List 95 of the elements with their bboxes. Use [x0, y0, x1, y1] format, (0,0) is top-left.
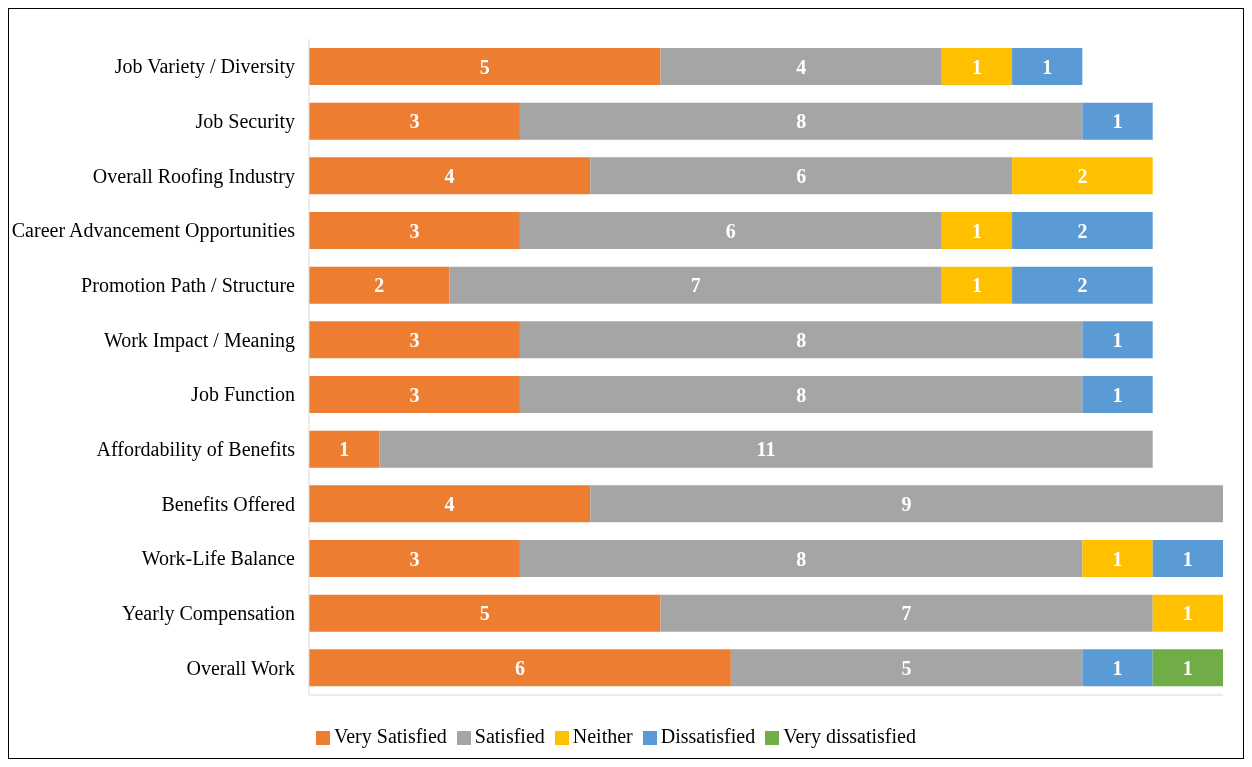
- data-label: 6: [514, 656, 525, 679]
- data-label: 5: [479, 602, 490, 625]
- bar: [309, 266, 450, 304]
- bar: [309, 157, 591, 195]
- data-label: 3: [409, 110, 420, 133]
- data-label: 1: [1112, 328, 1123, 351]
- bar: [309, 48, 661, 85]
- bar: [309, 430, 380, 468]
- data-label: 1: [971, 55, 982, 78]
- data-label: 8: [796, 383, 807, 406]
- bar: [1152, 649, 1223, 687]
- data-label: 4: [796, 55, 807, 78]
- data-label: 1: [1182, 602, 1193, 625]
- y-tick-label: Overall Work: [186, 656, 295, 679]
- data-label: 1: [1112, 656, 1123, 679]
- y-tick-label: Work Impact / Meaning: [103, 328, 295, 352]
- bar: [1082, 102, 1153, 140]
- data-label: 8: [796, 547, 807, 570]
- bar: [309, 540, 520, 577]
- y-tick-label: Job Variety / Diversity: [114, 55, 295, 79]
- data-label: 3: [409, 383, 420, 406]
- bar: [660, 48, 942, 85]
- data-label: 6: [725, 219, 736, 242]
- data-label: 4: [444, 164, 455, 187]
- data-label: 3: [409, 547, 420, 570]
- data-label: 7: [690, 274, 701, 297]
- bar: [1012, 48, 1083, 85]
- y-tick-label: Benefits Offered: [161, 492, 295, 515]
- data-label: 1: [1042, 55, 1053, 78]
- data-label: 1: [1112, 110, 1123, 133]
- bar: [590, 157, 1013, 195]
- data-label: 6: [796, 164, 807, 187]
- data-label: 8: [796, 328, 807, 351]
- bar: [309, 649, 731, 687]
- data-label: 3: [409, 219, 420, 242]
- legend-label: Dissatisfied: [660, 725, 756, 747]
- bar: [1012, 212, 1153, 249]
- data-label: 2: [374, 274, 385, 297]
- y-tick-label: Work-Life Balance: [141, 547, 296, 570]
- legend-label: Satisfied: [474, 725, 545, 747]
- bar: [309, 376, 520, 413]
- bar: [519, 540, 1083, 577]
- data-label: 2: [1077, 164, 1088, 187]
- legend-label: Very Satisfied: [334, 725, 447, 747]
- y-tick-label: Overall Roofing Industry: [92, 164, 295, 188]
- data-label: 1: [971, 274, 982, 297]
- legend-label: Very dissatisfied: [783, 725, 916, 747]
- data-label: 1: [1112, 383, 1123, 406]
- bar: [309, 321, 520, 359]
- y-tick-label: Career Advancement Opportunities: [11, 219, 296, 243]
- bar: [1082, 540, 1153, 577]
- bar: [519, 376, 1083, 413]
- data-label: 9: [901, 492, 912, 515]
- data-label: 2: [1077, 219, 1088, 242]
- data-label: 8: [796, 110, 807, 133]
- y-tick-label: Promotion Path / Structure: [81, 274, 296, 297]
- y-tick-label: Yearly Compensation: [122, 602, 295, 626]
- y-tick-label: Affordability of Benefits: [96, 438, 296, 462]
- bar: [1082, 321, 1153, 359]
- data-label: 5: [479, 55, 490, 78]
- bar: [309, 594, 661, 632]
- legend-label: Neither: [572, 725, 633, 747]
- data-label: 1: [1182, 547, 1193, 570]
- data-label: 2: [1077, 274, 1088, 297]
- bar: [309, 102, 520, 140]
- data-label: 1: [1182, 656, 1193, 679]
- bar: [941, 48, 1013, 85]
- bar: [519, 321, 1083, 359]
- bar: [449, 266, 942, 304]
- bar: [1152, 540, 1223, 577]
- y-tick-label: Job Function: [191, 383, 295, 406]
- bar: [941, 266, 1013, 304]
- data-label: 11: [756, 438, 776, 461]
- data-label: 5: [901, 656, 912, 679]
- bar: [1152, 594, 1223, 632]
- bar: [590, 485, 1223, 523]
- bar: [1012, 266, 1153, 304]
- bar: [941, 212, 1013, 249]
- bar: [1012, 157, 1153, 195]
- data-label: 7: [901, 602, 912, 625]
- bar: [660, 594, 1153, 632]
- data-label: 1: [971, 219, 982, 242]
- y-tick-label: Job Security: [195, 110, 295, 134]
- bar: [519, 212, 942, 249]
- bar: [730, 649, 1083, 687]
- bar: [309, 212, 520, 249]
- bar: [1082, 376, 1153, 413]
- bar: [309, 485, 591, 523]
- data-label: 1: [1112, 547, 1123, 570]
- data-label: 1: [339, 438, 350, 461]
- data-label: 4: [444, 492, 455, 515]
- bar: [519, 102, 1083, 140]
- bar: [379, 430, 1153, 468]
- bar: [1082, 649, 1153, 687]
- data-label: 3: [409, 328, 420, 351]
